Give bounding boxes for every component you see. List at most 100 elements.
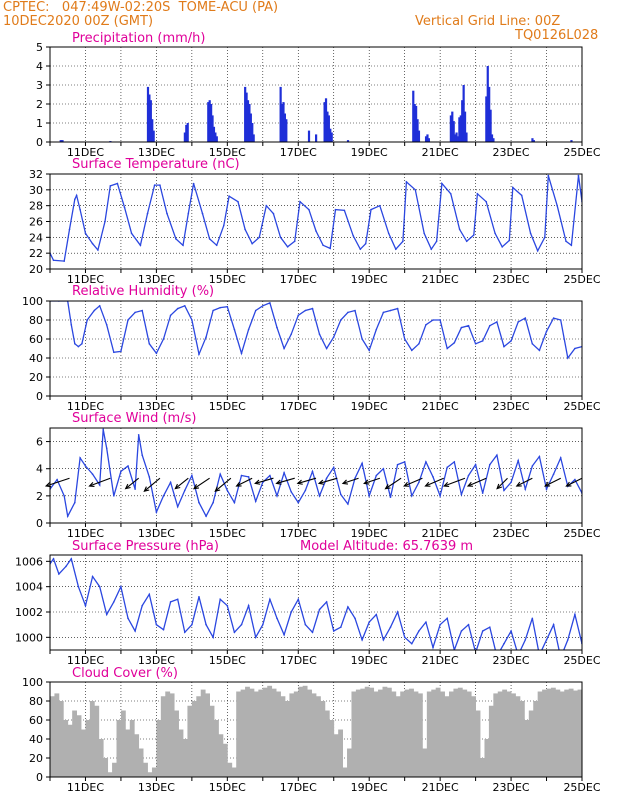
cloud-bar (227, 762, 233, 777)
data-point (162, 628, 165, 631)
data-point (503, 642, 505, 645)
data-point (460, 493, 463, 496)
data-point (458, 228, 461, 231)
x-tick-label: 13DEC (138, 146, 175, 159)
data-point (219, 473, 222, 475)
wind-vector (467, 477, 487, 487)
data-point (155, 623, 158, 626)
y-tick-label: 20 (29, 371, 43, 384)
data-point (460, 326, 463, 329)
data-point (318, 608, 321, 611)
data-point (403, 461, 406, 463)
data-point (279, 236, 282, 239)
data-point (130, 232, 133, 235)
data-point (368, 621, 371, 623)
x-tick-label: 19DEC (351, 400, 388, 413)
wind-vector-head (296, 479, 303, 485)
cloud-bar (360, 688, 366, 777)
wind-vector-head (124, 483, 131, 490)
data-point (297, 314, 300, 317)
cloud-bar (382, 686, 388, 777)
data-point (153, 184, 156, 186)
data-point (343, 209, 346, 212)
cloud-bar (409, 688, 414, 777)
x-tick-label: 13DEC (138, 527, 175, 540)
cloud-bar (240, 689, 246, 777)
wind-vector-head (424, 481, 431, 487)
y-tick-label: 0 (36, 136, 43, 149)
data-point (529, 232, 532, 235)
panel-title: Surface Wind (m/s) (72, 411, 196, 426)
precip-bar (214, 132, 217, 142)
data-point (361, 338, 363, 340)
cloud-bar (391, 691, 397, 777)
precip-bar (248, 104, 251, 142)
data-point (254, 309, 257, 312)
cloud-bar (311, 693, 317, 777)
precip-bar (283, 113, 286, 142)
data-point (395, 248, 397, 251)
series-line (50, 175, 582, 262)
precip-bar (492, 138, 495, 142)
data-point (354, 477, 356, 480)
cloud-bar (400, 691, 406, 777)
precip-bar (207, 102, 210, 142)
cloud-bar (143, 762, 148, 777)
data-point (423, 232, 425, 235)
cloud-bar (426, 691, 432, 777)
data-point (446, 617, 449, 620)
cloud-bar (347, 748, 352, 777)
data-point (84, 604, 87, 607)
x-tick-label: 17DEC (280, 146, 317, 159)
data-point (105, 613, 108, 616)
cloud-bar (320, 701, 326, 777)
precip-bar (146, 86, 150, 142)
precip-bar (459, 115, 462, 142)
data-point (512, 186, 514, 189)
data-point (139, 244, 142, 247)
precip-bar (449, 115, 452, 142)
data-point (105, 323, 108, 326)
cloud-bar (54, 693, 60, 777)
cloud-bar (484, 739, 490, 777)
cloud-bar (457, 687, 463, 777)
cloud-bar (542, 689, 547, 777)
y-tick-label: 20 (29, 263, 43, 276)
data-point (233, 631, 236, 634)
data-point (155, 352, 158, 355)
data-point (432, 319, 434, 321)
x-tick-label: 21DEC (422, 400, 459, 413)
wind-vector-head (174, 483, 181, 490)
precip-bar (531, 138, 534, 142)
cloud-bar (373, 691, 379, 777)
data-point (510, 340, 512, 342)
data-point (552, 623, 555, 626)
precip-bar (186, 123, 189, 142)
data-point (517, 321, 519, 323)
data-point (175, 238, 177, 240)
precip-bar (486, 66, 489, 142)
data-point (387, 232, 390, 235)
data-point (183, 304, 186, 307)
header-grid-line: Vertical Grid Line: 00Z (415, 14, 561, 29)
panel-title: Precipitation (mm/h) (72, 31, 205, 46)
cloud-bar (63, 720, 69, 777)
y-tick-label: 20 (29, 752, 43, 765)
precip-bar (570, 140, 573, 142)
data-point (410, 495, 413, 497)
data-point (93, 309, 96, 312)
data-point (240, 352, 243, 355)
data-point (322, 244, 324, 247)
cloud-bar (555, 689, 561, 777)
data-point (269, 474, 271, 477)
data-point (481, 340, 484, 342)
data-point (182, 244, 184, 247)
cloud-bar (156, 720, 162, 777)
data-point (453, 342, 456, 344)
y-tick-label: 24 (29, 231, 43, 244)
precip-bar (415, 105, 418, 142)
data-point (560, 657, 562, 659)
data-point (74, 501, 76, 504)
precip-bar (307, 130, 311, 142)
precip-bar (246, 100, 250, 142)
